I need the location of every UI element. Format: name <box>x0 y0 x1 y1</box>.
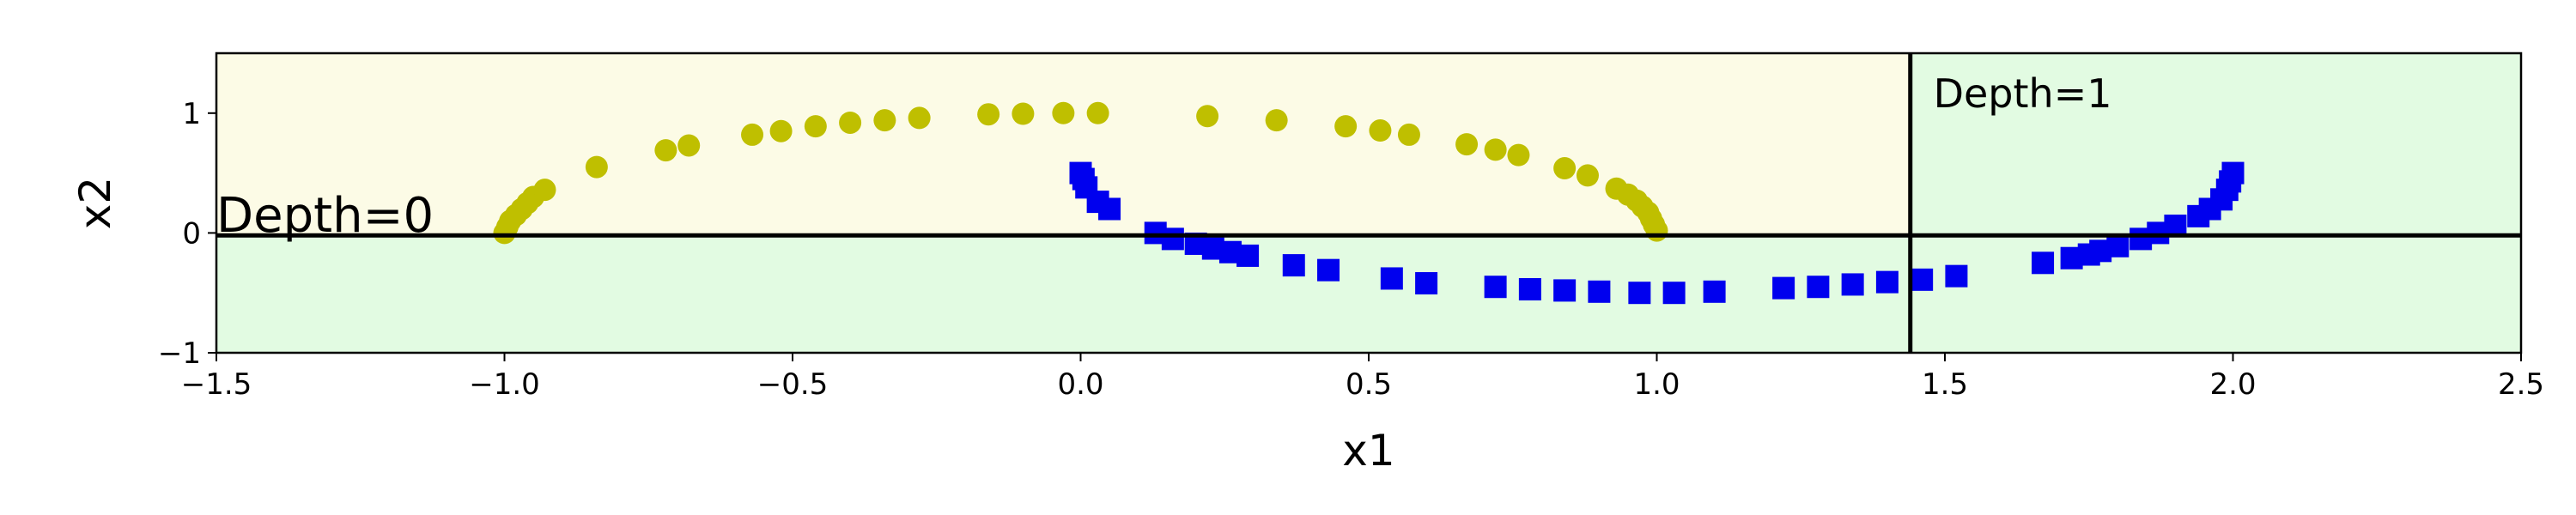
data-point-square <box>1588 280 1611 303</box>
data-point-square <box>1772 276 1795 300</box>
data-point-square <box>1875 270 1899 294</box>
data-point-square <box>1282 254 1305 277</box>
data-point-circle <box>1012 102 1035 125</box>
data-point-square <box>2164 215 2187 238</box>
data-point-circle <box>908 106 931 130</box>
data-point-circle <box>1052 101 1075 124</box>
data-point-circle <box>1334 115 1358 138</box>
decision-boundaries <box>216 53 2521 353</box>
y-tick-label: 0 <box>182 216 201 251</box>
data-point-circle <box>1369 119 1392 142</box>
data-point-circle <box>804 115 827 138</box>
x-axis-label: x1 <box>1342 426 1394 476</box>
data-point-circle <box>1265 109 1288 132</box>
boundary-label-depth-0: Depth=0 <box>216 188 434 244</box>
data-point-square <box>2106 234 2129 258</box>
data-point-circle <box>1553 157 1577 180</box>
data-point-circle <box>741 123 764 146</box>
x-tick-label: 2.5 <box>2498 367 2544 402</box>
x-tick-label: −1.5 <box>181 367 252 402</box>
data-point-square <box>1911 268 1934 291</box>
data-point-circle <box>977 103 1000 126</box>
data-point-square <box>1807 276 1830 299</box>
data-point-square <box>1236 244 1260 267</box>
x-tick-label: 0.0 <box>1057 367 1103 402</box>
data-point-circle <box>654 139 677 162</box>
data-point-circle <box>677 134 701 157</box>
y-axis-label: x2 <box>70 177 120 229</box>
data-point-circle <box>585 155 608 179</box>
boundary-label-depth-1: Depth=1 <box>1934 70 2112 117</box>
data-point-square <box>1317 258 1340 282</box>
data-point-circle <box>1576 164 1599 187</box>
data-point-square <box>2032 251 2055 275</box>
x-tick-label: 1.5 <box>1922 367 1968 402</box>
data-point-square <box>1518 278 1541 301</box>
y-tick-label: 1 <box>182 97 201 131</box>
data-point-square <box>1484 276 1507 299</box>
data-point-circle <box>1507 143 1530 167</box>
decision-regions <box>216 53 2521 353</box>
data-point-square <box>1703 280 1726 303</box>
data-point-square <box>1098 197 1121 221</box>
data-point-circle <box>1455 133 1479 156</box>
boundary-labels: Depth=0 Depth=1 <box>216 70 2112 244</box>
x-axis-ticks: −1.5 −1.0 −0.5 0.0 0.5 1.0 1.5 2.0 2.5 <box>181 353 2544 402</box>
x-tick-label: 2.0 <box>2209 367 2256 402</box>
data-point-square <box>1161 227 1184 251</box>
data-point-square <box>1662 282 1686 305</box>
x-tick-label: −0.5 <box>757 367 829 402</box>
data-point-square <box>1553 279 1577 302</box>
y-tick-label: −1 <box>158 336 201 371</box>
data-point-square <box>2221 161 2245 185</box>
decision-region-1 <box>216 235 1911 353</box>
x-tick-label: 0.5 <box>1346 367 1392 402</box>
data-point-circle <box>1397 123 1420 146</box>
data-point-square <box>1945 264 1968 288</box>
data-point-circle <box>839 111 862 134</box>
data-point-circle <box>1484 138 1507 161</box>
data-point-square <box>1628 282 1651 305</box>
data-point-square <box>1841 273 1864 296</box>
data-point-square <box>1380 267 1403 290</box>
data-point-square <box>1415 272 1438 295</box>
data-point-circle <box>873 109 896 132</box>
data-point-circle <box>1196 105 1219 128</box>
x-tick-label: −1.0 <box>469 367 540 402</box>
data-point-circle <box>769 119 793 142</box>
x-tick-label: 1.0 <box>1633 367 1680 402</box>
data-point-circle <box>533 179 556 202</box>
data-point-circle <box>1086 101 1109 124</box>
data-point-circle <box>1645 219 1668 242</box>
data-points <box>493 101 2245 305</box>
y-axis-ticks: −1 0 1 <box>158 97 216 371</box>
